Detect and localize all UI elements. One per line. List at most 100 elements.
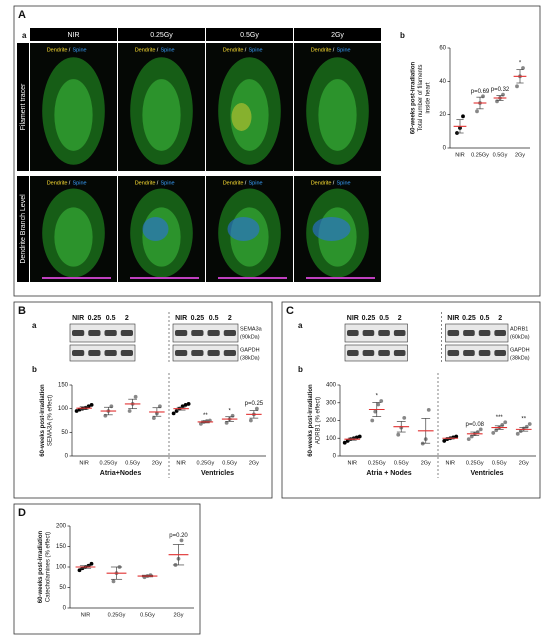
y-tick-label: 150 — [56, 544, 67, 550]
legend-dendrite: Dendrite — [135, 47, 156, 53]
y-tick-label: 100 — [326, 436, 337, 442]
annotation: p=0.69 — [471, 89, 490, 95]
color-scale — [42, 277, 111, 279]
x-tick-label: 0.25Gy — [471, 152, 489, 158]
blot-label: (90kDa) — [240, 334, 260, 340]
row-header — [17, 43, 29, 171]
row-label: Dendrite Branch Level — [20, 194, 27, 264]
y-axis-label: inside heart — [426, 82, 432, 113]
y-tick-label: 50 — [59, 585, 66, 591]
data-point — [103, 413, 108, 418]
y-tick-label: 60 — [439, 46, 446, 52]
column-header — [206, 28, 293, 41]
heart-core — [54, 207, 93, 267]
blot — [445, 323, 509, 343]
data-point — [89, 402, 94, 407]
panel-label: A — [18, 9, 26, 21]
data-point — [74, 409, 79, 413]
y-axis-label: 60-weeks post-irradiation — [411, 61, 417, 134]
data-point — [503, 420, 508, 425]
sub-label: b — [298, 365, 303, 374]
x-tick-label: 0.5Gy — [394, 460, 409, 466]
x-tick-label: 0.25Gy — [108, 612, 126, 618]
lane-label: 2 — [125, 315, 129, 322]
legend-spine: Spine — [337, 180, 351, 186]
panel-label: C — [286, 305, 294, 317]
column-label: 2Gy — [331, 32, 344, 39]
region-label: Ventricles — [201, 470, 234, 477]
x-tick-label: NIR — [79, 460, 89, 466]
legend-dendrite: Dendrite — [223, 180, 244, 186]
data-point — [373, 409, 378, 414]
annotation: ** — [521, 417, 526, 423]
data-point — [454, 434, 459, 439]
data-point — [402, 415, 407, 420]
y-tick-label: 150 — [58, 383, 69, 389]
data-point — [183, 402, 188, 407]
band — [88, 350, 101, 356]
y-axis-label: 60-weeks post-irradiation — [308, 384, 314, 457]
x-tick-label: 2Gy — [421, 460, 431, 466]
lane-label: 0.5 — [480, 315, 490, 322]
x-tick-label: 0.25Gy — [100, 460, 118, 466]
x-tick-label: 0.5Gy — [140, 612, 155, 618]
data-point — [179, 538, 184, 543]
data-point — [426, 407, 431, 412]
blot — [172, 323, 239, 343]
blot — [69, 323, 136, 343]
band — [494, 330, 506, 336]
blot-label: (38kDa) — [240, 355, 260, 361]
data-point — [157, 404, 162, 409]
data-point — [342, 440, 347, 445]
y-axis-label: Total number of filaments — [418, 64, 424, 131]
y-tick-label: 0 — [333, 454, 337, 460]
data-point — [500, 423, 505, 427]
band — [191, 330, 204, 336]
data-point — [151, 416, 156, 421]
spine-cluster — [227, 217, 260, 241]
annotation: * — [228, 408, 231, 414]
data-point — [254, 406, 259, 411]
x-tick-label: 2Gy — [152, 460, 162, 466]
band — [207, 330, 220, 336]
panel-label: B — [18, 305, 26, 317]
color-scale — [218, 277, 287, 279]
lane-label: 0.25 — [362, 315, 376, 322]
data-point — [515, 431, 520, 436]
data-point — [224, 420, 229, 425]
data-point — [469, 434, 474, 439]
band — [478, 330, 491, 336]
lane-label: 0.5 — [209, 315, 219, 322]
row-header — [17, 176, 29, 282]
lane-label: 2 — [498, 315, 502, 322]
band — [393, 330, 406, 336]
band — [223, 330, 236, 336]
y-tick-label: 100 — [58, 406, 69, 412]
x-tick-label: NIR — [348, 460, 358, 466]
legend-sep: / — [157, 47, 159, 53]
lane-label: 0.25 — [191, 315, 205, 322]
sub-label: b — [400, 31, 405, 40]
data-point — [420, 441, 425, 446]
band — [175, 350, 188, 356]
color-scale — [306, 277, 375, 279]
data-point — [461, 114, 465, 119]
color-scale — [130, 277, 199, 279]
column-label: 0.25Gy — [150, 32, 173, 39]
y-axis-label: ADRB1 (% effect) — [316, 397, 322, 444]
x-tick-label: 0.25Gy — [466, 460, 484, 466]
data-point — [495, 99, 499, 104]
data-point — [466, 437, 471, 442]
lane-label: 0.5 — [106, 315, 116, 322]
spine-cluster — [142, 217, 169, 241]
legend-sep: / — [157, 180, 159, 186]
heart-core — [318, 79, 357, 151]
band — [120, 350, 133, 356]
column-header — [30, 28, 117, 41]
region-label: Atria+Nodes — [100, 470, 142, 477]
y-tick-label: 0 — [63, 606, 67, 612]
heart-core — [142, 79, 181, 151]
band — [104, 330, 117, 336]
blot-label: (60kDa) — [510, 334, 530, 340]
annotation: *** — [496, 415, 504, 421]
